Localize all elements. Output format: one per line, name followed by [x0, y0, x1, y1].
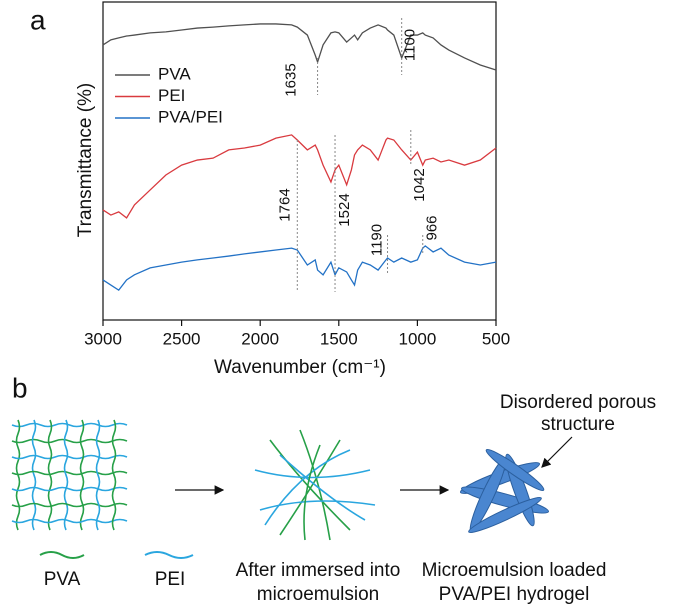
- peak-label: 1190: [369, 224, 386, 256]
- step-caption: microemulsion: [257, 584, 379, 605]
- legend-text: PVA: [44, 569, 81, 590]
- x-tick-label: 1000: [398, 329, 436, 348]
- callout-arrow: [541, 436, 573, 468]
- spindle: [468, 496, 542, 534]
- step-caption: PVA/PEI hydrogel: [439, 584, 590, 605]
- fiber: [254, 469, 371, 479]
- peak-label: 1764: [276, 188, 293, 221]
- fiber: [299, 429, 331, 541]
- fiber: [111, 419, 117, 531]
- panel-label: b: [12, 372, 28, 403]
- y-axis-label: Transmittance (%): [75, 83, 96, 238]
- peak-label: 1042: [411, 168, 428, 201]
- x-tick-label: 500: [482, 329, 510, 348]
- x-axis-label: Wavenumber (cm⁻¹): [214, 357, 386, 378]
- fiber: [269, 439, 351, 531]
- panel-label: a: [30, 4, 46, 35]
- fiber: [11, 422, 128, 428]
- fiber: [63, 419, 69, 531]
- fiber: [11, 438, 128, 444]
- fiber: [95, 419, 101, 531]
- peak-label: 1635: [283, 63, 300, 96]
- legend-swatch: [39, 551, 85, 559]
- peak-label: 1524: [336, 193, 353, 226]
- fiber: [11, 454, 128, 460]
- fiber: [259, 500, 376, 511]
- peak-label: 966: [424, 215, 441, 240]
- fiber: [11, 518, 128, 524]
- series-line: [102, 245, 497, 291]
- series-line: [102, 134, 497, 219]
- spindle: [485, 449, 545, 491]
- fiber: [31, 419, 37, 531]
- legend-label: PVA: [158, 64, 191, 83]
- peak-label: 1100: [402, 29, 419, 61]
- x-tick-label: 2000: [241, 329, 279, 348]
- fiber: [11, 470, 128, 476]
- legend-text: PEI: [155, 569, 186, 590]
- fiber: [264, 449, 351, 526]
- legend-swatch: [144, 551, 194, 559]
- fiber-illustration: [254, 429, 376, 541]
- fiber: [79, 419, 85, 531]
- network-illustration: [11, 419, 128, 531]
- hydrogel-illustration: [459, 449, 549, 534]
- legend-label: PVA/PEI: [158, 107, 223, 126]
- fiber: [11, 486, 128, 492]
- x-tick-label: 2500: [163, 329, 201, 348]
- fiber: [279, 439, 341, 536]
- plot-frame: [102, 1, 497, 321]
- x-tick-label: 3000: [84, 329, 122, 348]
- legend-label: PEI: [158, 86, 185, 105]
- fiber: [279, 454, 366, 521]
- fiber: [11, 502, 128, 508]
- callout-text: Disordered porous: [500, 392, 656, 413]
- x-tick-label: 1500: [320, 329, 358, 348]
- series-line: [102, 23, 497, 71]
- callout-text: structure: [541, 414, 615, 435]
- fiber: [303, 444, 321, 541]
- step-caption: After immersed into: [236, 560, 401, 581]
- step-caption: Microemulsion loaded: [422, 560, 607, 581]
